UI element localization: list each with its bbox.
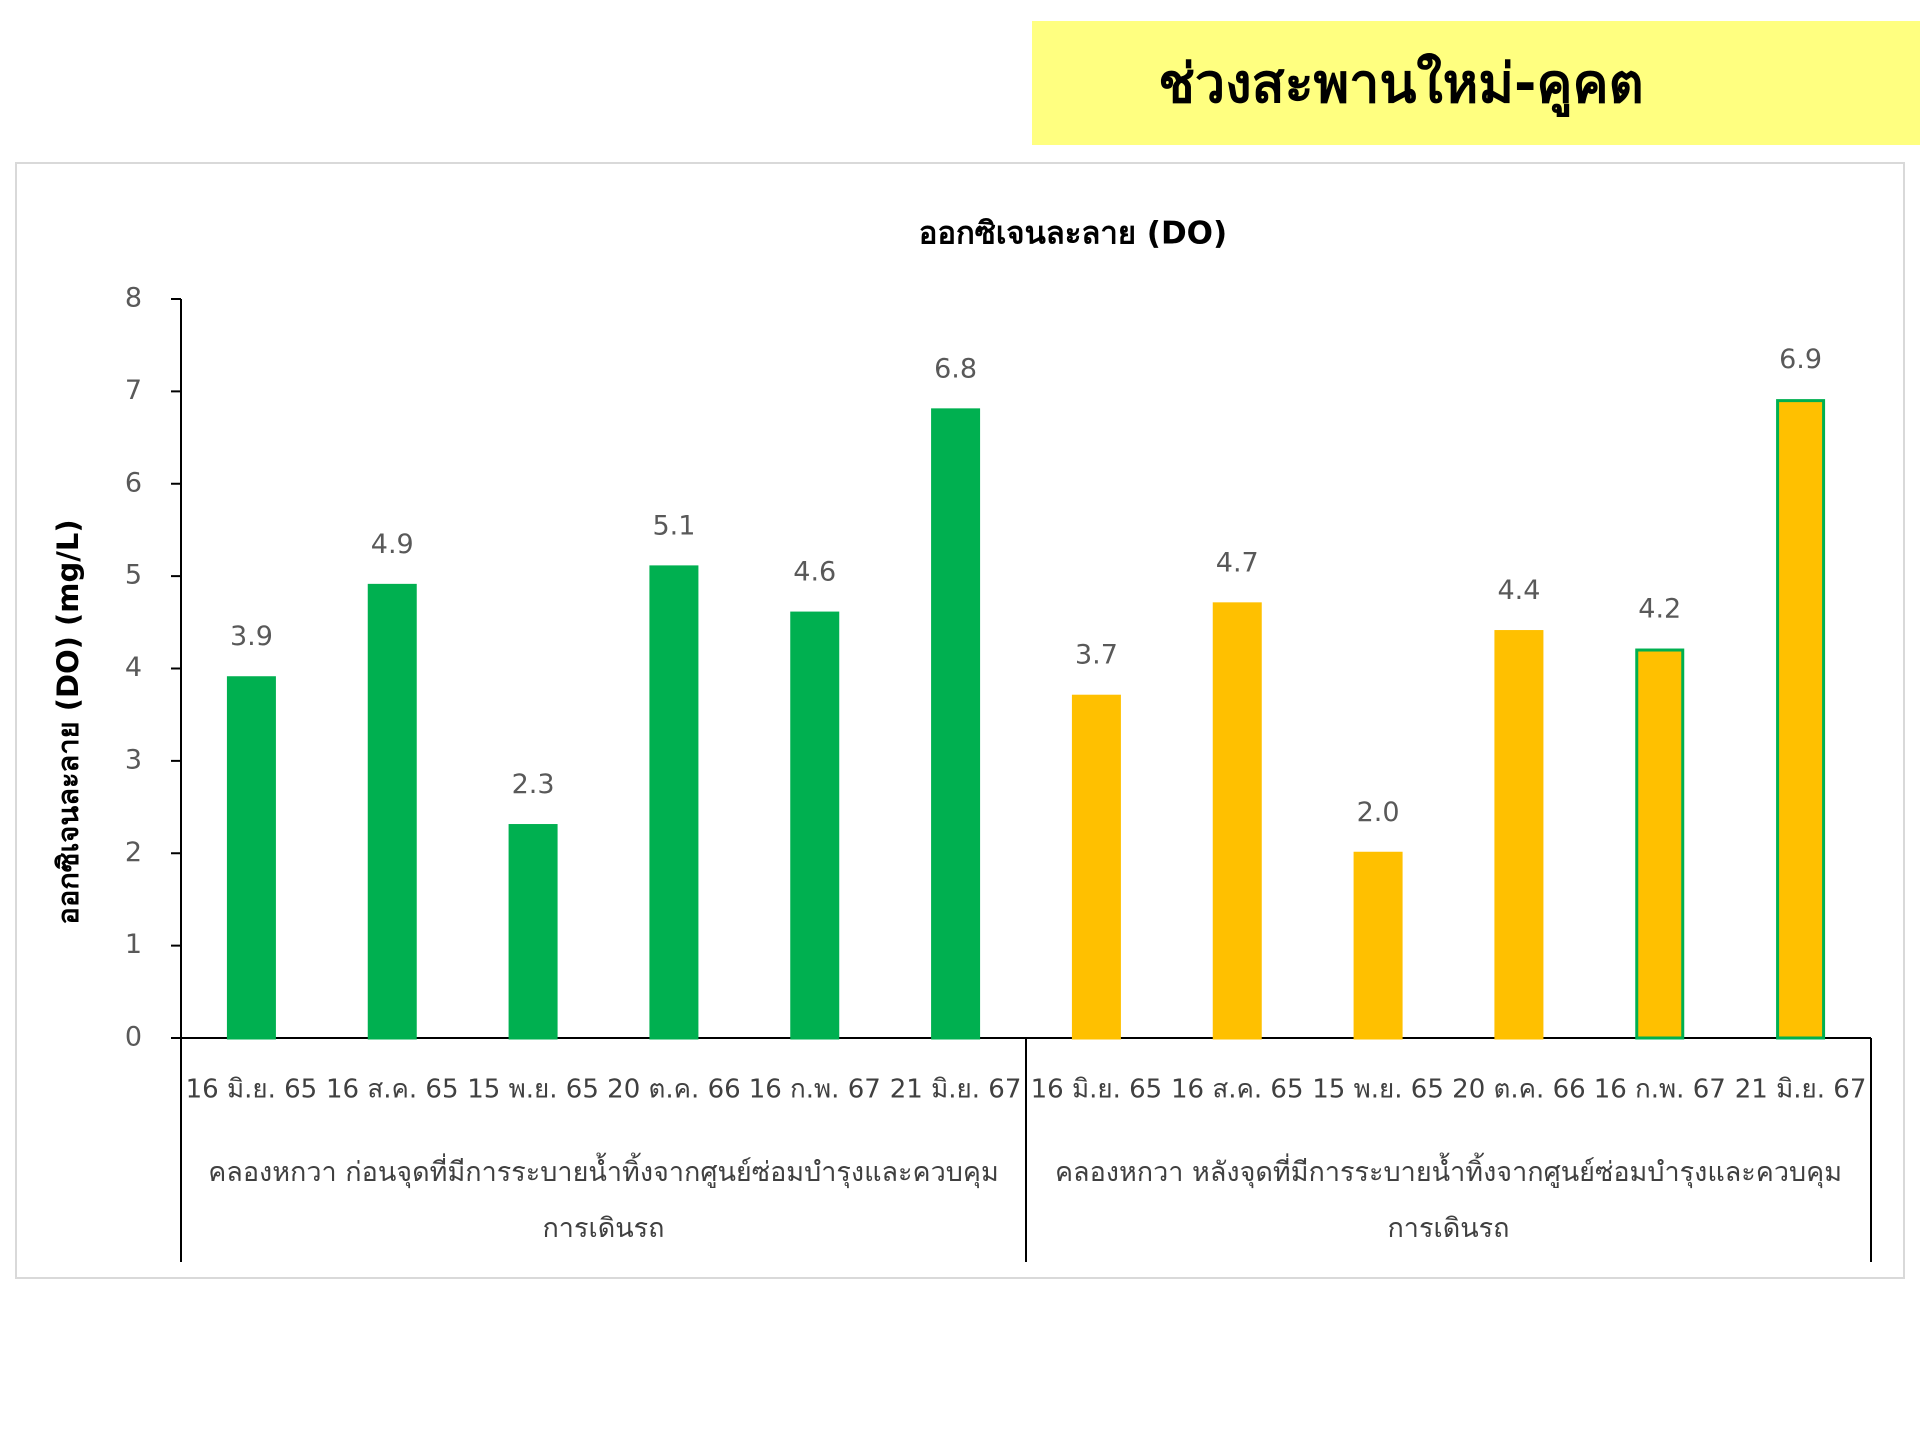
x-tick-label: 16 ส.ค. 65 [1171,1075,1304,1105]
value-label: 3.7 [1075,640,1118,671]
value-label: 4.7 [1216,547,1259,578]
bar [226,676,276,1040]
value-label: 4.6 [793,557,836,588]
value-label: 2.3 [512,769,555,800]
chart-frame [15,162,1905,1279]
bar [649,565,699,1040]
bar [1494,630,1544,1040]
value-label: 4.2 [1638,594,1681,625]
x-tick-label: 21 มิ.ย. 67 [1735,1075,1867,1105]
x-tick-label: 15 พ.ย. 65 [467,1075,599,1105]
value-label: 6.8 [934,353,977,384]
page-title: ช่วงสะพานใหม่-คูคต [1158,52,1644,115]
banner: ช่วงสะพานใหม่-คูคต [1032,21,1920,145]
x-tick-label: 16 ก.พ. 67 [749,1075,881,1105]
bar [931,408,981,1040]
y-tick-label: 1 [125,929,142,960]
bar [1635,648,1685,1040]
y-tick-label: 3 [125,744,142,775]
value-label: 5.1 [652,510,695,541]
y-tick-label: 0 [125,1022,142,1053]
group-label: คลองหกวา หลังจุดที่มีการระบายน้ำทิ้งจากศ… [1054,1157,1842,1244]
x-tick-label: 16 ก.พ. 67 [1594,1075,1726,1105]
x-tick-label: 20 ต.ค. 66 [607,1075,741,1105]
value-label: 6.9 [1779,344,1822,375]
x-tick-label: 15 พ.ย. 65 [1312,1075,1444,1105]
x-tick-label: 16 ส.ค. 65 [326,1075,459,1105]
bar [1071,694,1121,1040]
y-tick-label: 4 [125,652,142,683]
y-tick-label: 6 [125,467,142,498]
x-tick-label: 16 มิ.ย. 65 [186,1075,318,1105]
y-axis-label: ออกซิเจนละลาย (DO) (mg/L) [51,519,85,924]
bar [367,583,417,1040]
group-label: คลองหกวา ก่อนจุดที่มีการระบายน้ำทิ้งจากศ… [208,1157,999,1244]
bar [508,824,558,1040]
bar [1212,602,1262,1040]
value-label: 3.9 [230,621,273,652]
value-label: 2.0 [1357,797,1400,828]
y-tick-label: 2 [125,837,142,868]
chart-title: ออกซิเจนละลาย (DO) [919,216,1227,252]
y-tick-label: 7 [125,375,142,406]
x-tick-label: 16 มิ.ย. 65 [1031,1075,1163,1105]
y-tick-label: 5 [125,560,142,591]
bar [1776,399,1826,1040]
value-label: 4.9 [371,529,414,560]
bar [790,611,840,1040]
y-tick-label: 8 [125,283,142,314]
bar [1353,851,1403,1040]
value-label: 4.4 [1497,575,1540,606]
x-tick-label: 21 มิ.ย. 67 [890,1075,1022,1105]
x-tick-label: 20 ต.ค. 66 [1452,1075,1586,1105]
